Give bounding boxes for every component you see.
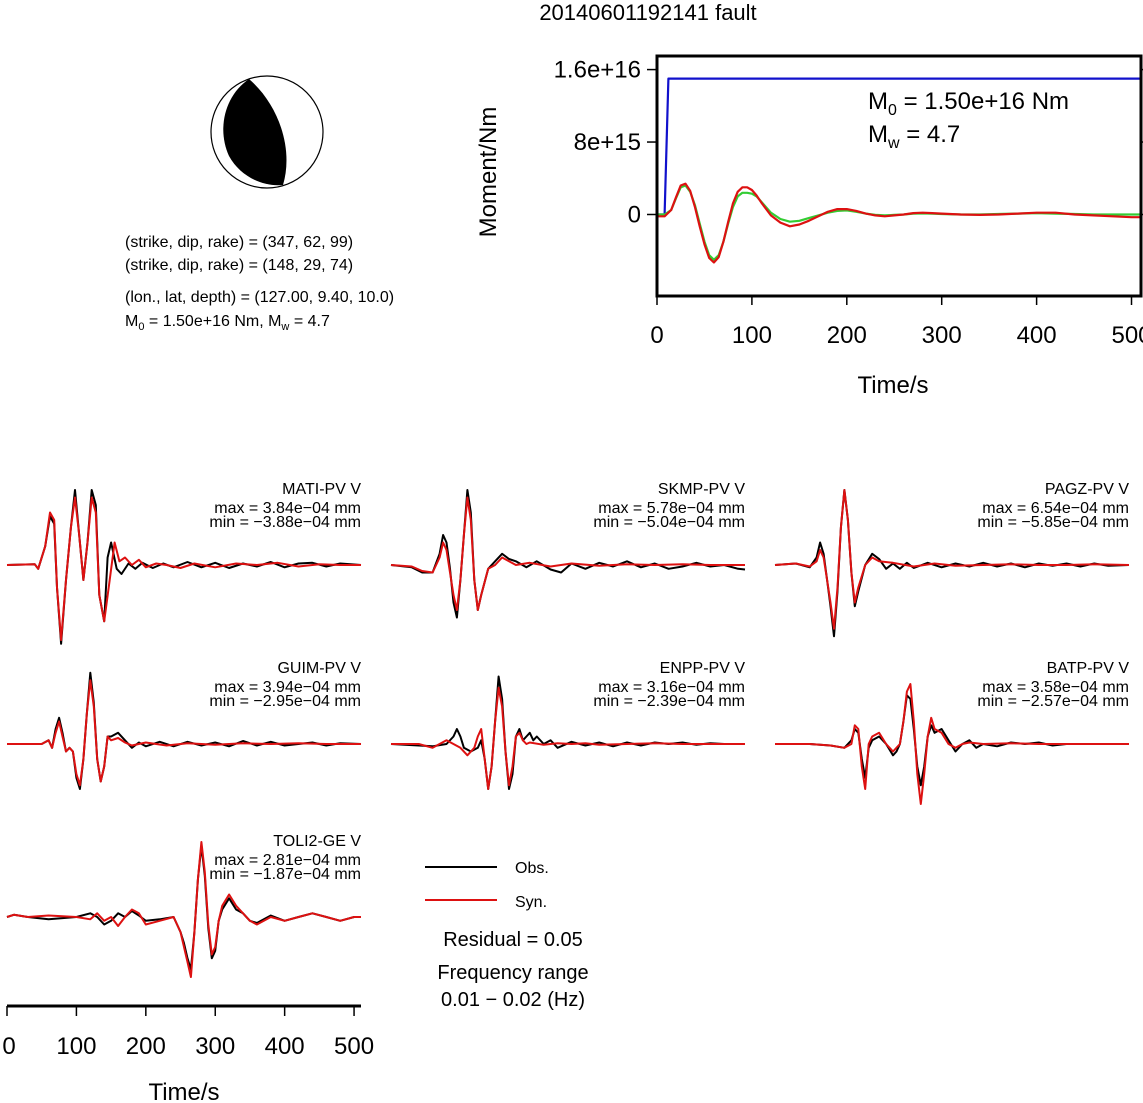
- beachball: [210, 75, 324, 189]
- station-min: min = −2.39e−04 mm: [593, 693, 745, 710]
- station-min: min = −3.88e−04 mm: [209, 514, 361, 531]
- station-name: TOLI2-GE V: [273, 833, 361, 850]
- moment-xtick-label: 500: [1111, 322, 1143, 349]
- nodal-plane-1: (strike, dip, rake) = (347, 62, 99): [125, 234, 353, 251]
- moment-annotation-mw: Mw = 4.7: [868, 121, 960, 152]
- figure-title: 20140601192141 fault: [539, 0, 756, 25]
- beachball-compression-lobe: [223, 79, 287, 186]
- nodal-plane-2: (strike, dip, rake) = (148, 29, 74): [125, 257, 353, 274]
- residual: Residual = 0.05: [443, 929, 583, 951]
- moment-plot-frame: [655, 54, 1143, 298]
- moment-ylabel: Moment/Nm: [475, 107, 502, 238]
- station-max: max = 2.81e−04 mm: [214, 852, 361, 869]
- legend-obs-label: Obs.: [515, 860, 549, 877]
- waveform-xtick-label: 300: [195, 1033, 235, 1060]
- moment-ytick-label: 8e+15: [574, 129, 641, 156]
- synthetic-trace: [6, 496, 361, 641]
- moment-xtick-label: 100: [732, 322, 772, 349]
- waveform-xtick-label: 500: [334, 1033, 374, 1060]
- frequency-label: Frequency range: [437, 962, 588, 984]
- station-name: MATI-PV V: [282, 481, 361, 498]
- station-name: SKMP-PV V: [658, 481, 745, 498]
- moment-annotation-m0: M0 = 1.50e+16 Nm: [868, 88, 1069, 119]
- moment-series-syn: [657, 182, 1141, 264]
- station-min: min = −5.85e−04 mm: [977, 514, 1129, 531]
- frequency-range: 0.01 − 0.02 (Hz): [441, 989, 585, 1011]
- station-max: max = 6.54e−04 mm: [982, 500, 1129, 517]
- station-name: ENPP-PV V: [660, 660, 746, 677]
- synthetic-trace: [6, 841, 361, 978]
- waveform-xtick-label: 200: [126, 1033, 166, 1060]
- moment-series-stf: [657, 184, 1141, 261]
- moment-xtick-label: 300: [922, 322, 962, 349]
- moment-panel: 08e+151.6e+160100200300400500 Moment/Nm …: [475, 54, 1143, 399]
- synthetic-trace: [391, 686, 745, 790]
- synthetic-trace: [774, 489, 1130, 630]
- synthetic-trace: [7, 679, 361, 787]
- waveform-xtick-label: 100: [56, 1033, 96, 1060]
- source-location: (lon., lat, depth) = (127.00, 9.40, 10.0…: [125, 289, 394, 306]
- moment-xtick-label: 400: [1017, 322, 1057, 349]
- moment-tick-labels: 0 8e+15 1.6e+16 0 100 200 300 400 500: [554, 57, 1143, 349]
- station-name: PAGZ-PV V: [1045, 481, 1129, 498]
- waveform-time-axis: 0 100 200 300 400 500: [2, 1004, 374, 1060]
- station-name: BATP-PV V: [1047, 660, 1130, 677]
- synthetic-trace: [390, 496, 745, 611]
- station-max: max = 3.58e−04 mm: [982, 679, 1129, 696]
- moment-series: [657, 77, 1141, 264]
- moment-xtick-label: 0: [650, 322, 663, 349]
- observed-trace: [390, 675, 745, 790]
- moment-ytick-label: 1.6e+16: [554, 57, 641, 84]
- moment-ytick-label: 0: [628, 201, 641, 228]
- moment-xtick-label: 200: [827, 322, 867, 349]
- station-min: min = −5.04e−04 mm: [593, 514, 745, 531]
- station-max: max = 3.16e−04 mm: [598, 679, 745, 696]
- station-max: max = 3.94e−04 mm: [214, 679, 361, 696]
- moment-xlabel: Time/s: [857, 372, 928, 399]
- waveform-xtick-label: 0: [2, 1033, 15, 1060]
- synthetic-trace: [775, 683, 1129, 805]
- station-max: max = 3.84e−04 mm: [214, 500, 361, 517]
- station-name: GUIM-PV V: [277, 660, 361, 677]
- legend: Obs. Syn.: [425, 860, 549, 911]
- station-min: min = −1.87e−04 mm: [209, 866, 361, 883]
- waveform-xtick-label: 400: [265, 1033, 305, 1060]
- waveform-xlabel: Time/s: [148, 1079, 219, 1103]
- station-max: max = 5.78e−04 mm: [598, 500, 745, 517]
- source-moment: M0 = 1.50e+16 Nm, Mw = 4.7: [125, 313, 330, 333]
- legend-syn-label: Syn.: [515, 894, 547, 911]
- station-min: min = −2.95e−04 mm: [209, 693, 361, 710]
- station-min: min = −2.57e−04 mm: [977, 693, 1129, 710]
